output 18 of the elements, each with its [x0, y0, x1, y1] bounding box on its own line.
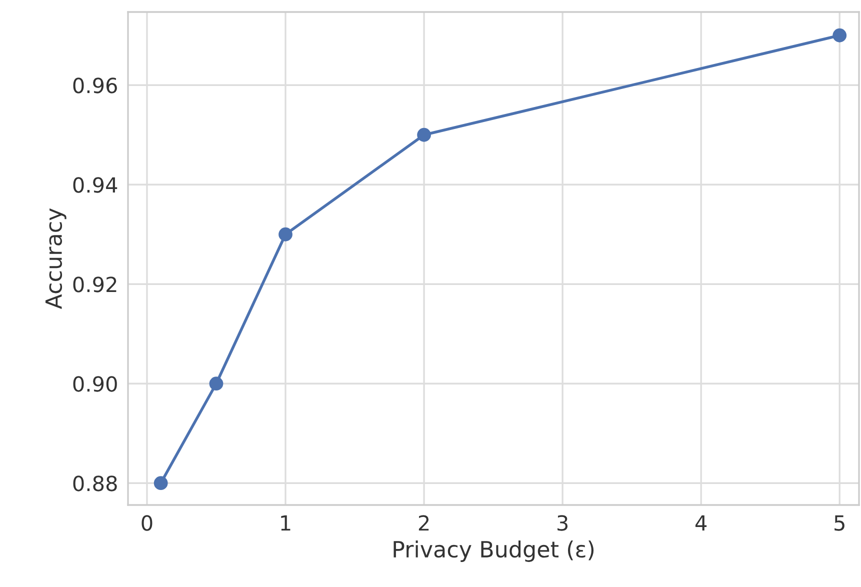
y-tick-label: 0.96: [73, 78, 117, 94]
y-tick-label: 0.92: [73, 276, 116, 292]
point: [417, 128, 431, 142]
y-axis-title: Accuracy: [46, 208, 66, 310]
x-tick-label: 1: [281, 515, 290, 531]
y-tick-label: 0.90: [73, 376, 117, 392]
point: [278, 227, 292, 242]
x-tick-label: 3: [558, 515, 568, 531]
point: [832, 28, 847, 42]
point: [209, 376, 224, 391]
x-tick-label: 2: [418, 515, 429, 531]
x-tick-label: 4: [695, 515, 707, 531]
point: [154, 476, 168, 490]
x-tick-label: 5: [834, 515, 844, 531]
y-tick-label: 0.88: [73, 476, 117, 492]
x-tick-label: 0: [142, 515, 152, 531]
y-tick-label: 0.94: [73, 177, 118, 193]
x-axis-title: Privacy Budget (ε): [394, 540, 594, 562]
